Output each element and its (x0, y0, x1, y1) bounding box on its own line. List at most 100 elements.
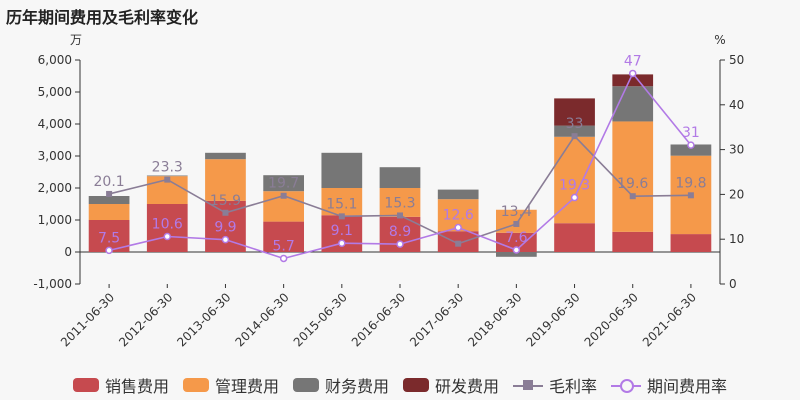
legend-swatch-admin (182, 378, 209, 392)
bar-finance (437, 189, 479, 200)
legend-swatch-finance (292, 378, 319, 392)
x-tick-label: 2019-06-30 (523, 290, 582, 349)
data-label-period: 31 (682, 125, 700, 141)
data-label-period: 7.5 (98, 230, 120, 246)
legend-label-rnd: 研发费用 (435, 377, 500, 396)
x-tick-label: 2020-06-30 (582, 290, 641, 349)
data-label-period: 10.6 (152, 217, 183, 233)
left-tick-label: 3,000 (38, 149, 72, 163)
data-label-period: 47 (624, 53, 642, 69)
right-tick-label: 50 (729, 53, 744, 67)
left-tick-label: 2,000 (38, 181, 72, 195)
bar-sales (146, 204, 188, 252)
data-label-gross: 23.3 (152, 160, 183, 176)
right-tick-label: 0 (729, 277, 737, 291)
right-tick-label: 30 (729, 143, 744, 157)
point-gross (513, 220, 520, 227)
data-label-gross: 13.4 (501, 204, 532, 220)
point-gross (222, 209, 229, 216)
point-period (221, 235, 230, 244)
point-gross (571, 133, 578, 140)
point-gross (687, 192, 694, 199)
legend-swatch-gross (513, 378, 544, 392)
bar-finance (670, 144, 712, 156)
right-tick-label: 10 (729, 232, 744, 246)
point-period (338, 239, 346, 247)
legend-item-period[interactable]: 期间费用率 (611, 373, 727, 397)
right-tick-label: 20 (729, 187, 744, 201)
point-period (454, 223, 462, 232)
point-gross (629, 193, 636, 200)
data-label-period: 7.6 (505, 230, 527, 246)
left-tick-label: -1,000 (33, 277, 72, 291)
legend-label-sales: 销售费用 (104, 377, 169, 396)
left-tick-label: 0 (64, 245, 72, 259)
legend-label-admin: 管理费用 (214, 377, 279, 396)
legend-label-finance: 财务费用 (324, 377, 389, 396)
legend-swatch-sales (72, 378, 99, 392)
bar-rnd (554, 98, 595, 126)
x-tick-label: 2013-06-30 (174, 290, 233, 349)
bar-admin (321, 188, 363, 216)
point-gross (338, 213, 345, 220)
point-gross (164, 176, 171, 183)
point-gross (106, 190, 113, 197)
bar-rnd (612, 74, 654, 87)
x-tick-label: 2017-06-30 (407, 290, 466, 349)
bar-sales (612, 231, 654, 252)
x-tick-label: 2012-06-30 (116, 290, 175, 349)
point-period (570, 193, 579, 202)
data-label-period: 8.9 (389, 224, 411, 240)
data-label-gross: 20.1 (94, 174, 125, 190)
data-label-gross: 15.9 (210, 193, 241, 209)
legend-swatch-period (611, 378, 642, 393)
x-tick-label: 2014-06-30 (233, 290, 292, 349)
legend-item-rnd[interactable]: 研发费用 (403, 373, 499, 397)
bar-finance (88, 196, 130, 204)
bar-finance (496, 252, 537, 257)
legend-item-finance[interactable]: 财务费用 (292, 373, 389, 397)
legend-item-admin[interactable]: 管理费用 (182, 373, 279, 397)
point-period (512, 246, 521, 254)
left-axis-unit: 万 (70, 33, 82, 47)
point-period (163, 232, 172, 241)
data-label-period: 5.7 (273, 238, 295, 254)
legend-swatch-rnd (403, 378, 429, 392)
data-label-gross: 19.7 (268, 176, 299, 192)
bar-finance (321, 152, 363, 188)
bar-finance (146, 175, 188, 177)
point-period (279, 254, 288, 263)
data-label-period: 9.1 (331, 223, 353, 239)
left-tick-label: 4,000 (38, 117, 72, 131)
chart-title: 历年期间费用及毛利率变化 (6, 8, 199, 27)
data-label-gross: 33 (566, 116, 584, 132)
point-gross (280, 192, 287, 199)
data-label-gross: 19.8 (675, 175, 706, 191)
legend-item-gross[interactable]: 毛利率 (513, 373, 597, 397)
bar-admin (205, 159, 246, 201)
bar-finance (263, 175, 304, 192)
right-axis-unit: % (714, 33, 725, 47)
left-tick-label: 5,000 (38, 85, 72, 99)
x-tick-label: 2015-06-30 (291, 290, 350, 349)
chart-legend: 销售费用 管理费用 财务费用 研发费用 毛利率 期间费用率 (0, 373, 800, 397)
bar-finance (205, 152, 246, 160)
point-period (628, 69, 637, 78)
bar-sales (263, 221, 304, 252)
x-tick-label: 2018-06-30 (465, 290, 524, 349)
legend-item-sales[interactable]: 销售费用 (72, 373, 169, 397)
left-tick-label: 1,000 (38, 213, 72, 227)
data-label-gross: 15.1 (326, 196, 357, 212)
bar-finance (554, 125, 595, 137)
bar-admin (379, 188, 421, 217)
chart-canvas: 万 % -1,000 0 1,000 2,000 3,000 4,000 5,000 6,000 0… (33, 33, 744, 349)
point-period (687, 141, 695, 149)
point-period (396, 240, 404, 248)
bar-admin (612, 121, 654, 232)
point-gross (455, 240, 462, 247)
bar-sales (496, 232, 537, 252)
x-tick-label: 2021-06-30 (640, 290, 699, 349)
bar-finance (379, 167, 421, 188)
data-label-gross: 19.6 (617, 176, 648, 192)
left-tick-label: 6,000 (38, 53, 72, 67)
